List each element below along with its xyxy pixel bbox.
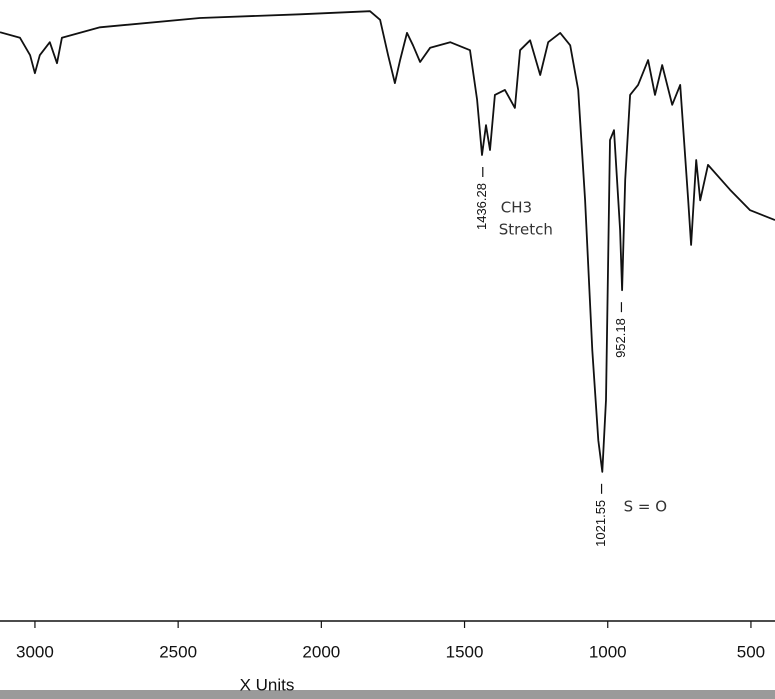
annotation-label: 1436.28	[474, 183, 489, 230]
x-tick-label: 500	[737, 642, 765, 661]
x-axis-label: X Units	[240, 675, 295, 694]
note: S = O	[624, 497, 667, 515]
annotation-label: 1021.55	[593, 500, 608, 547]
note: Stretch	[499, 221, 553, 239]
bottom-bar	[0, 690, 775, 699]
x-tick-label: 3000	[16, 642, 54, 661]
x-tick-label: 1000	[589, 642, 627, 661]
annotation-label: 952.18	[613, 318, 628, 358]
spectrum-line	[0, 10, 775, 473]
x-tick-label: 2000	[302, 642, 340, 661]
note: CH3	[501, 199, 532, 217]
x-tick-label: 2500	[159, 642, 197, 661]
x-tick-label: 1500	[446, 642, 484, 661]
